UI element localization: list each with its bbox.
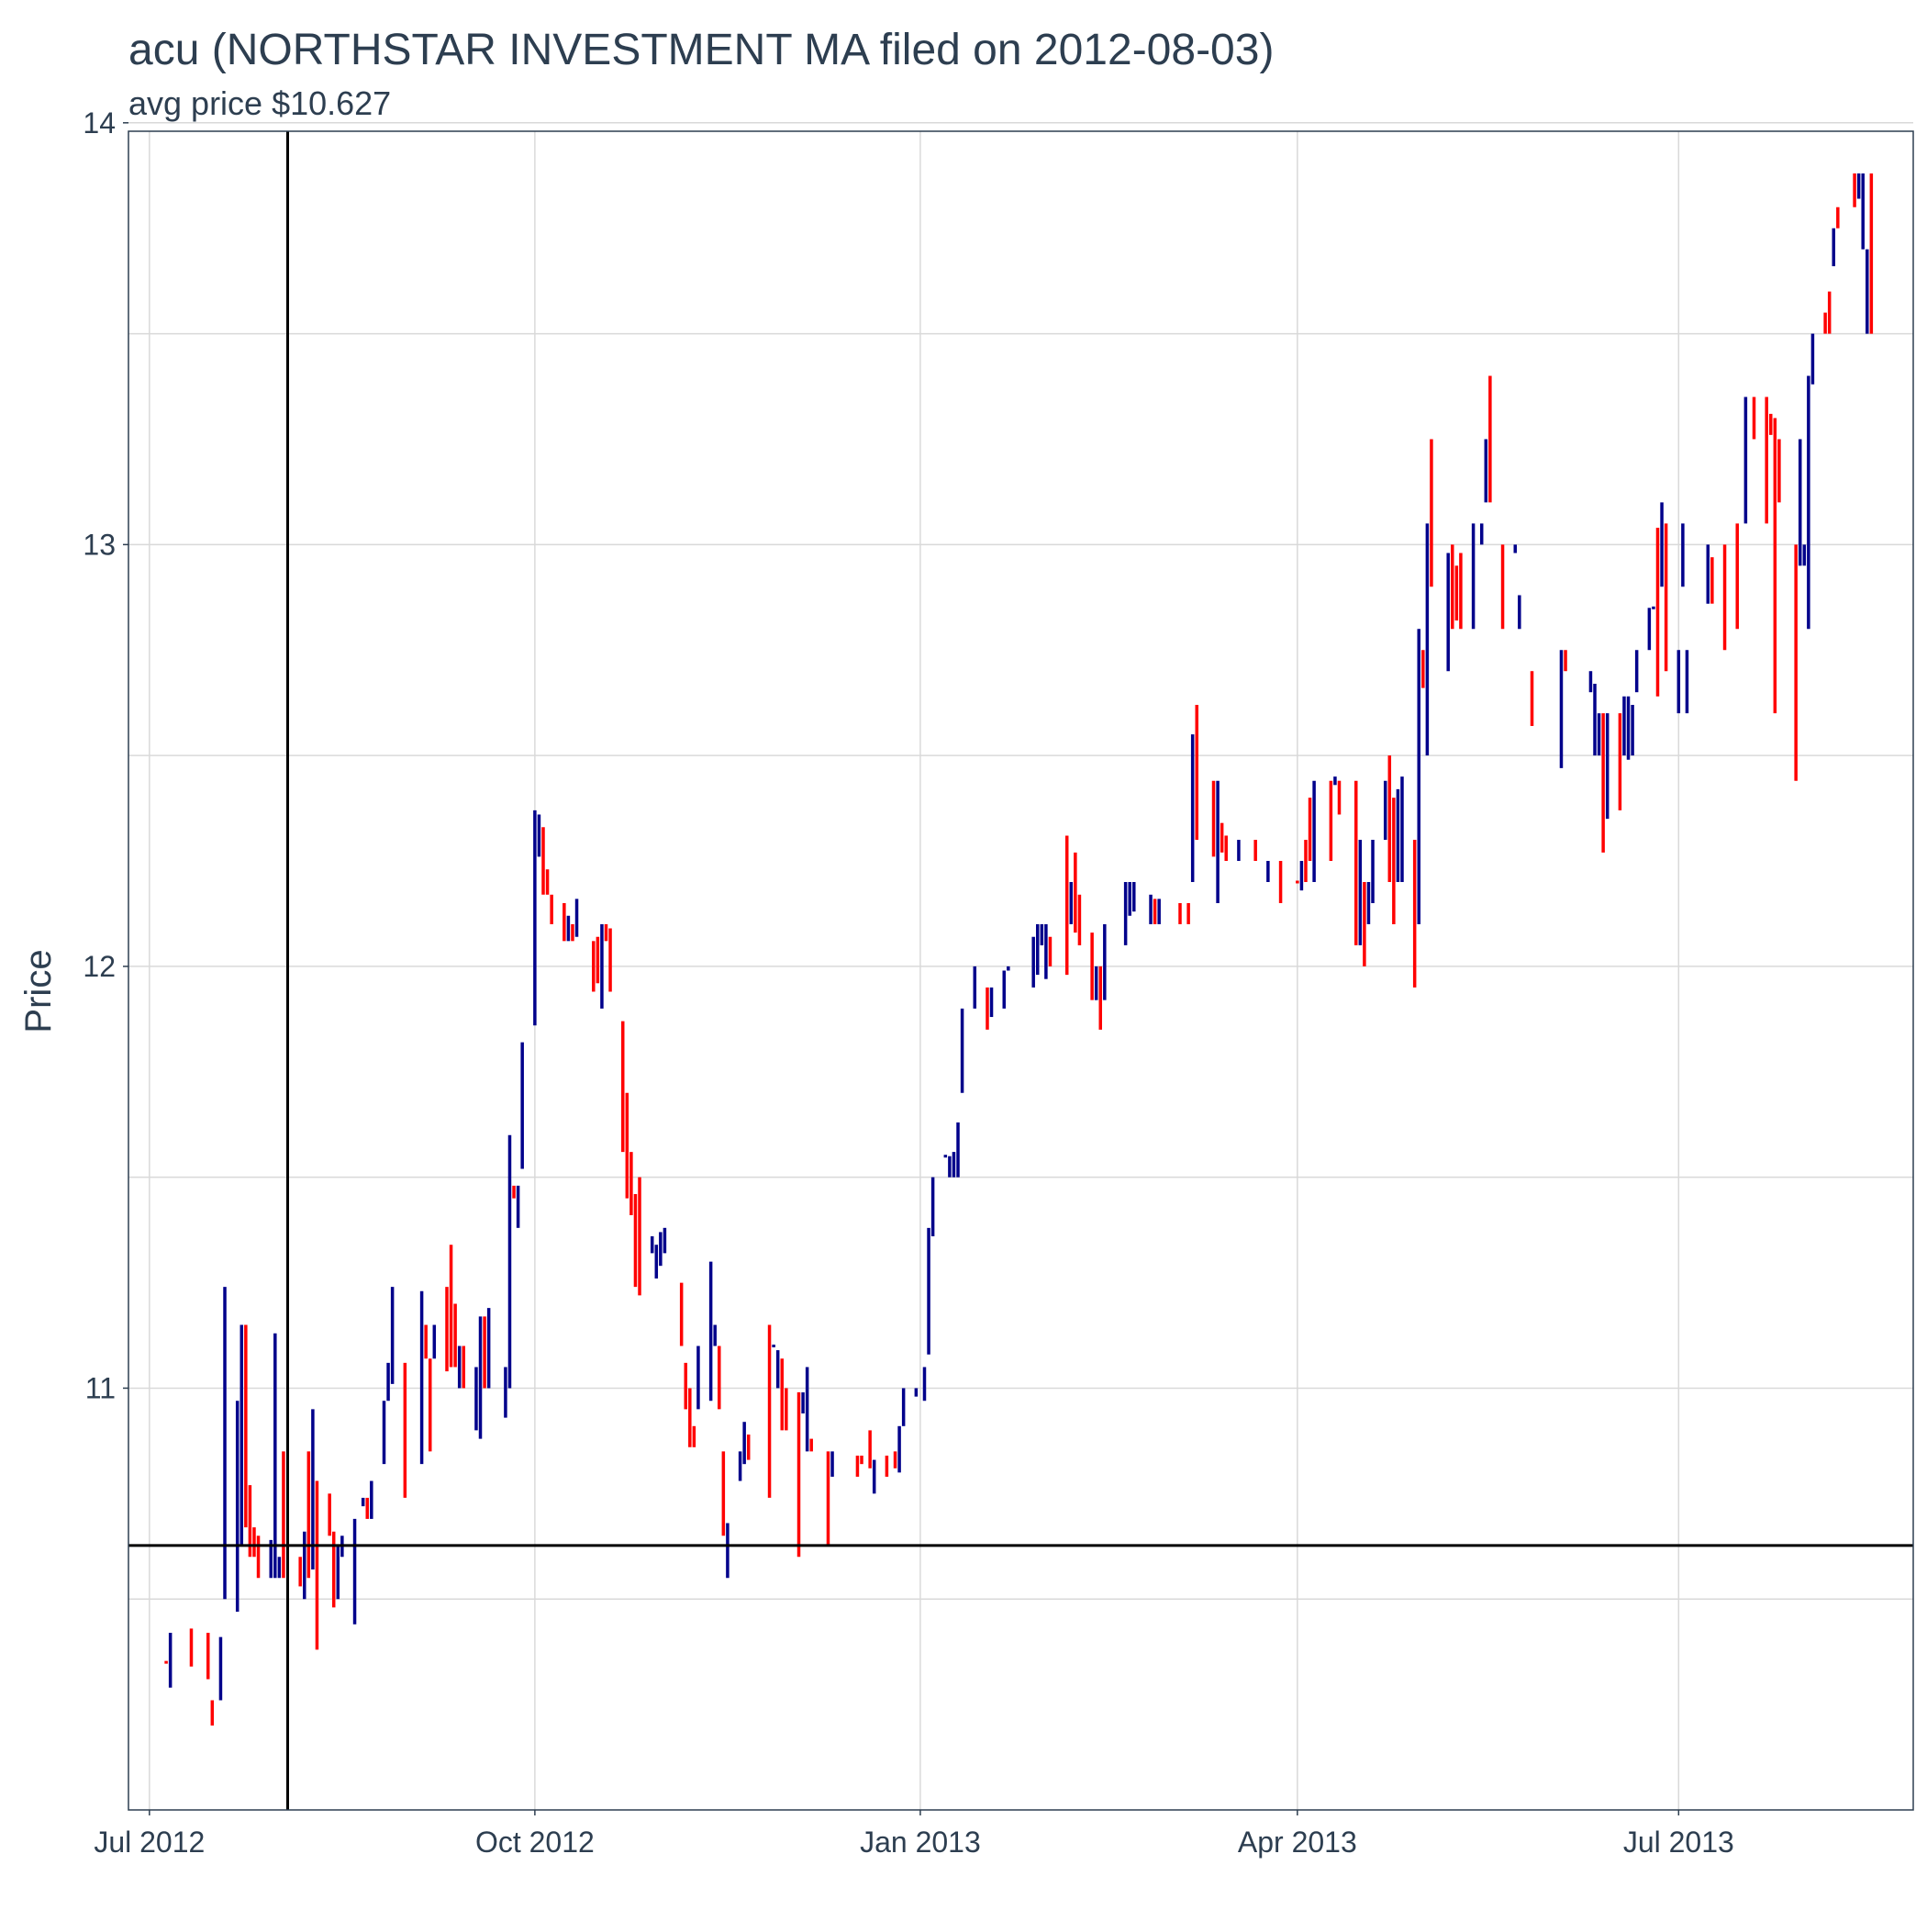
reference-lines [128,131,1913,1810]
y-axis-ticks: 11 12 13 14 [83,106,128,1404]
x-tick-label: Oct 2012 [475,1826,595,1859]
x-tick-label: Jul 2012 [94,1826,205,1859]
price-bars [164,173,1874,1726]
x-tick-label: Jan 2013 [860,1826,981,1859]
chart-title: acu (NORTHSTAR INVESTMENT MA filed on 20… [128,26,1274,74]
grid-lines [128,122,1913,1810]
chart-subtitle: avg price $10.627 [128,84,391,122]
y-tick-label: 11 [85,1371,116,1404]
y-tick-label: 14 [83,106,116,140]
plot-panel-border [128,130,1914,1811]
y-axis-label: Price [18,949,59,1033]
x-tick-label: Apr 2013 [1238,1826,1357,1859]
x-tick-label: Jul 2013 [1623,1826,1734,1859]
x-axis-ticks: Jul 2012 Oct 2012 Jan 2013 Apr 2013 Jul 2013 [94,1810,1734,1859]
y-tick-label: 12 [83,950,116,983]
y-tick-label: 13 [83,528,116,561]
